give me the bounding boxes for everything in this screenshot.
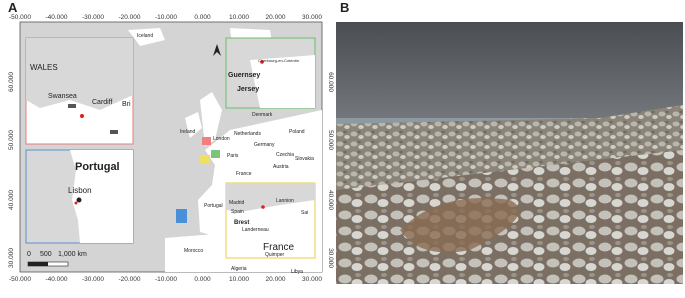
place-label: Lannion <box>276 198 294 204</box>
place-label: Brest <box>234 220 249 226</box>
tick-label: 10.000 <box>229 14 249 21</box>
tick-label: 40.000 <box>8 190 15 210</box>
tick-label: 20.000 <box>266 276 286 283</box>
place-label: France <box>236 171 252 177</box>
tick-label: -30.000 <box>82 14 104 21</box>
tick-label: 40.000 <box>327 190 334 210</box>
inset-title: Portugal <box>75 161 120 173</box>
tick-label: 0.000 <box>194 14 211 21</box>
place-label: Guernsey <box>228 72 260 79</box>
place-label: Swansea <box>48 93 77 100</box>
place-label: Sai <box>301 210 308 216</box>
place-label: Paris <box>227 153 239 159</box>
inset-wales <box>25 37 134 145</box>
tick-label: 60.000 <box>327 72 334 92</box>
inset-brittany <box>225 182 316 259</box>
place-label: Cardiff <box>92 99 113 106</box>
place-label: Ireland <box>180 129 196 135</box>
inset-channel <box>225 37 316 109</box>
tick-label: -10.000 <box>155 14 177 21</box>
place-label: Quimper <box>265 252 285 258</box>
place-label: Austria <box>273 164 289 170</box>
place-label: Slovakia <box>295 156 314 162</box>
place-label: Poland <box>289 129 305 135</box>
place-label: Jersey <box>237 86 259 93</box>
place-label: Cherbourg-en-Cotentin <box>258 58 299 63</box>
tick-label: 30.000 <box>302 276 322 283</box>
scale-label: 500 <box>40 251 52 258</box>
inset-title: France <box>263 242 295 253</box>
place-label: Iceland <box>137 33 153 39</box>
place-label: London <box>213 136 230 142</box>
tick-label: 20.000 <box>266 14 286 21</box>
place-label: Spain <box>231 209 244 215</box>
inset-portugal <box>25 149 134 267</box>
tick-label: -50.000 <box>9 14 31 21</box>
inset-title: WALES <box>30 63 58 72</box>
place-label: Czechia <box>276 152 294 158</box>
tick-label: 10.000 <box>229 276 249 283</box>
tick-label: 50.000 <box>8 130 15 150</box>
tick-label: 50.000 <box>327 130 334 150</box>
tick-label: 30.000 <box>327 248 334 268</box>
tick-label: -40.000 <box>45 14 67 21</box>
place-label: Denmark <box>252 112 273 118</box>
tick-label: -20.000 <box>118 276 140 283</box>
tick-label: 30.000 <box>302 14 322 21</box>
tick-label: -30.000 <box>82 276 104 283</box>
place-label: Bri <box>122 101 131 108</box>
tick-label: 30.000 <box>8 248 15 268</box>
tick-label: -50.000 <box>9 276 31 283</box>
photo <box>336 22 683 284</box>
place-label: Portugal <box>204 203 223 209</box>
place-label: Algeria <box>231 266 247 272</box>
scale-label: 0 <box>27 251 31 258</box>
place-label: Madrid <box>229 200 245 206</box>
place-label: Libya <box>291 269 303 275</box>
place-label: Netherlands <box>234 131 261 137</box>
tick-label: 60.000 <box>8 72 15 92</box>
scale-label: 1,000 km <box>58 251 87 258</box>
place-label: Germany <box>254 142 275 148</box>
place-label: Lisbon <box>68 186 92 195</box>
panel-label: A <box>8 0 18 15</box>
panel-label: B <box>340 0 349 15</box>
tick-label: -40.000 <box>45 276 67 283</box>
place-label: Morocco <box>184 248 203 254</box>
tick-label: -10.000 <box>155 276 177 283</box>
tick-label: -20.000 <box>118 14 140 21</box>
tick-label: 0.000 <box>194 276 211 283</box>
place-label: Landerneau <box>242 227 269 233</box>
